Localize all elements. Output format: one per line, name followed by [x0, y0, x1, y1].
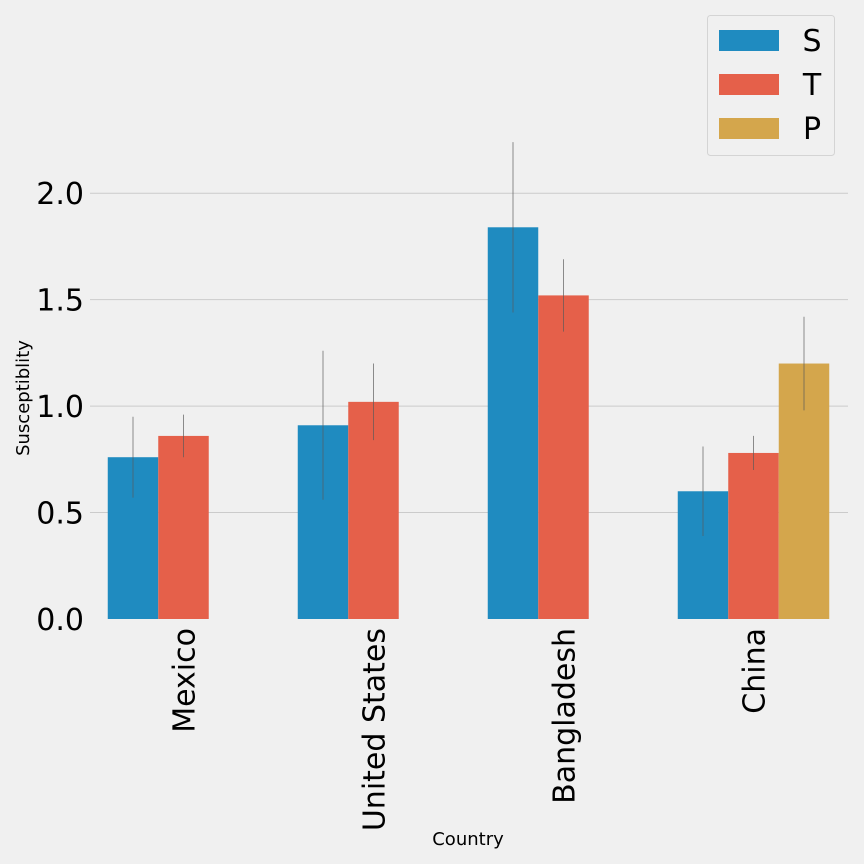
bar-t [728, 452, 779, 619]
y-tick-label: 1.0 [36, 390, 84, 425]
y-tick-label: 0.5 [36, 497, 84, 532]
y-axis-label: Susceptiblity [13, 340, 34, 456]
legend-label: S [802, 24, 821, 59]
legend-label: T [802, 68, 822, 103]
error-bars [132, 142, 805, 536]
y-tick-label: 1.5 [36, 284, 84, 319]
x-axis-label: Country [432, 829, 504, 850]
bars [107, 227, 830, 620]
x-tick-label: China [738, 628, 773, 714]
x-tick-labels: Mexico United States Bangladesh China [168, 628, 773, 831]
x-tick-label: Mexico [168, 628, 203, 733]
y-tick-label: 2.0 [36, 177, 84, 212]
bar-t [538, 295, 589, 619]
x-tick-label: United States [358, 628, 393, 831]
bar-t [158, 435, 209, 619]
y-tick-labels: 0.0 0.5 1.0 1.5 2.0 [36, 177, 84, 638]
legend: STP [707, 15, 835, 156]
legend-label: P [803, 112, 821, 147]
legend-swatch-t [719, 74, 779, 95]
y-tick-label: 0.0 [36, 603, 84, 638]
x-tick-label: Bangladesh [548, 628, 583, 804]
legend-swatch-s [719, 30, 779, 51]
legend-swatch-p [719, 118, 779, 139]
